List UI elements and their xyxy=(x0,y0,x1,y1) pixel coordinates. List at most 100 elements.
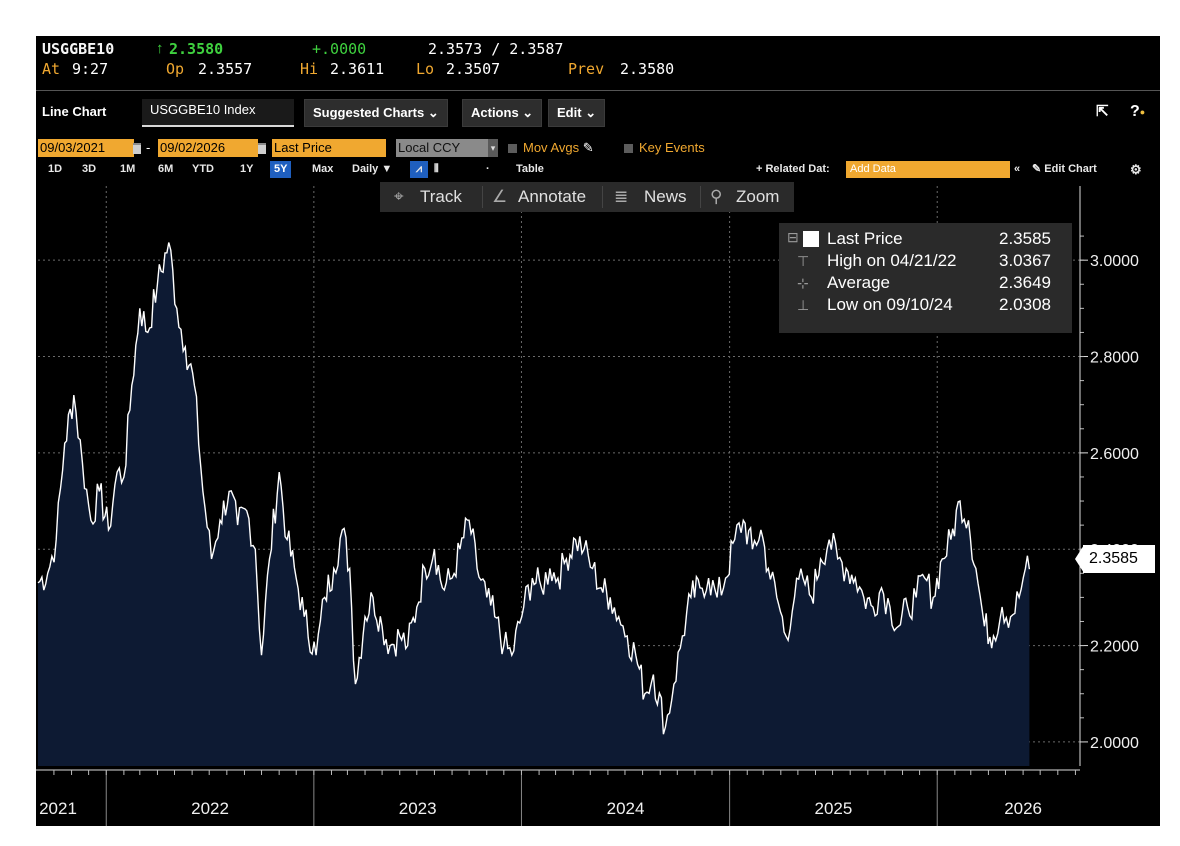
y-tick-label: 3.0000 xyxy=(1090,253,1139,270)
range-3d[interactable]: 3D xyxy=(82,163,97,175)
legend-last-value: 2.3585 xyxy=(999,229,1051,248)
x-tick-label: 2024 xyxy=(607,799,645,818)
chart-type-label[interactable]: Line Chart xyxy=(42,104,107,119)
net-change: +.0000 xyxy=(312,40,367,58)
pencil-icon: ✎ xyxy=(582,140,594,155)
index-security-field[interactable]: USGGBE10 Index xyxy=(142,99,294,127)
news-button[interactable]: News xyxy=(644,187,687,206)
line-chart-icon[interactable]: ⩘ xyxy=(410,161,428,178)
chart-legend: ⊟ Last Price 2.3585 ⊤ High on 04/21/22 3… xyxy=(779,223,1072,333)
currency-selector[interactable]: Local CCY xyxy=(396,139,490,157)
news-icon[interactable]: ≣ xyxy=(614,187,629,206)
edit-chart-button[interactable]: ✎ Edit Chart xyxy=(1032,163,1097,175)
bar-chart-icon[interactable]: ⫴ xyxy=(434,163,439,175)
low-value: 2.3507 xyxy=(446,60,501,78)
gear-icon[interactable]: ⚙ xyxy=(1130,162,1142,177)
range-1d[interactable]: 1D xyxy=(48,163,63,175)
annotate-button[interactable]: Annotate xyxy=(518,187,587,206)
checkbox-icon xyxy=(624,144,633,154)
range-1m[interactable]: 1M xyxy=(120,163,136,175)
export-icon[interactable]: ⇱ xyxy=(1096,103,1109,120)
ticker: USGGBE10 xyxy=(42,40,115,58)
checkbox-icon xyxy=(508,144,517,154)
legend-avg-label: Average xyxy=(827,273,891,292)
collapse-box-icon[interactable]: ⊟ xyxy=(787,229,799,245)
last-price-marker: 2.3585 xyxy=(1083,545,1155,573)
high-marker-icon: ⊤ xyxy=(797,253,810,269)
toolbar-separator xyxy=(602,186,603,208)
x-tick-label: 2021 xyxy=(39,799,77,818)
actions-label: Actions xyxy=(471,105,519,120)
field-selector[interactable]: Last Price xyxy=(272,139,386,157)
legend-low-label: Low on 09/10/24 xyxy=(827,295,953,314)
crosshair-icon[interactable]: ⌖ xyxy=(394,187,404,206)
legend-last-label: Last Price xyxy=(827,229,903,248)
table-button[interactable]: Table xyxy=(516,163,544,175)
range-1y[interactable]: 1Y xyxy=(240,163,254,175)
add-data-input[interactable]: Add Data xyxy=(846,161,1010,178)
suggested-charts-label: Suggested Charts xyxy=(313,105,425,120)
key-events-toggle[interactable]: Key Events xyxy=(624,139,705,157)
series-line-last-price xyxy=(37,242,1031,735)
average-marker-icon: ⊹ xyxy=(797,275,809,291)
chart-tools-bar: ⌖ Track ∠ Annotate ≣ News ⚲ Zoom xyxy=(380,182,794,212)
actions-button[interactable]: Actions ⌄ xyxy=(462,99,543,127)
edit-label: Edit xyxy=(557,105,582,120)
range-max[interactable]: Max xyxy=(312,163,334,175)
y-tick-label: 2.2000 xyxy=(1090,639,1139,656)
range-selector-row: 1D 3D 1M 6M YTD 1Y 5Y Max Daily ▼ ⩘ ⫴ · … xyxy=(36,161,1160,178)
quote-time: 9:27 xyxy=(72,60,109,78)
quote-header: USGGBE10 ↑ 2.3580 +.0000 2.3573 / 2.3587… xyxy=(36,36,1160,90)
bloomberg-chart-window: USGGBE10 ↑ 2.3580 +.0000 2.3573 / 2.3587… xyxy=(36,36,1160,826)
y-tick-label: 2.0000 xyxy=(1090,735,1139,752)
range-6m[interactable]: 6M xyxy=(158,163,174,175)
zoom-button[interactable]: Zoom xyxy=(736,187,780,206)
start-date-input[interactable]: 09/03/2021 xyxy=(38,139,134,157)
legend-low-value: 2.0308 xyxy=(999,295,1051,314)
calendar-icon[interactable] xyxy=(258,143,266,154)
chevron-down-icon: ⌄ xyxy=(427,105,439,120)
end-date-input[interactable]: 09/02/2026 xyxy=(158,139,258,157)
prev-label: Prev xyxy=(568,60,605,78)
x-tick-label: 2025 xyxy=(815,799,853,818)
legend-avg-value: 2.3649 xyxy=(999,273,1051,292)
last-price-pointer xyxy=(1075,545,1084,573)
mov-avgs-toggle[interactable]: Mov Avgs ✎ xyxy=(508,139,594,157)
bid-ask: 2.3573 / 2.3587 xyxy=(428,40,564,58)
zoom-icon[interactable]: ⚲ xyxy=(710,187,723,206)
x-tick-label: 2026 xyxy=(1004,799,1042,818)
high-label: Hi xyxy=(300,60,319,78)
last-price-swatch xyxy=(803,231,819,247)
chart-toolbar: Line Chart USGGBE10 Index Suggested Char… xyxy=(36,99,1160,127)
x-tick-label: 2023 xyxy=(399,799,437,818)
annotate-icon[interactable]: ∠ xyxy=(492,187,508,206)
prev-value: 2.3580 xyxy=(620,60,675,78)
chevron-down-icon: ⌄ xyxy=(585,105,597,120)
suggested-charts-button[interactable]: Suggested Charts ⌄ xyxy=(304,99,448,127)
legend-high-value: 3.0367 xyxy=(999,251,1051,270)
toolbar-separator xyxy=(482,186,483,208)
chevron-down-icon: ⌄ xyxy=(522,105,534,120)
legend-high-label: High on 04/21/22 xyxy=(827,251,957,270)
high-value: 2.3611 xyxy=(330,60,385,78)
edit-button[interactable]: Edit ⌄ xyxy=(548,99,606,127)
related-data-label: + Related Dat: xyxy=(756,163,830,175)
header-divider xyxy=(36,90,1160,91)
track-button[interactable]: Track xyxy=(420,187,462,206)
currency-dropdown-icon[interactable]: ▾ xyxy=(488,139,498,157)
range-5y[interactable]: 5Y xyxy=(270,161,292,178)
calendar-icon[interactable] xyxy=(133,143,141,154)
open-label: Op xyxy=(166,60,185,78)
key-events-label: Key Events xyxy=(639,140,705,155)
up-arrow-icon: ↑ xyxy=(156,40,164,57)
area-fill xyxy=(38,242,1030,766)
collapse-icon[interactable]: « xyxy=(1014,163,1021,175)
help-icon[interactable]: ?● xyxy=(1130,103,1146,120)
range-ytd[interactable]: YTD xyxy=(192,163,214,175)
low-marker-icon: ⊥ xyxy=(797,297,810,313)
dropdown-dot-icon[interactable]: · xyxy=(486,163,490,175)
date-range-row: 09/03/2021 - 09/02/2026 Last Price Local… xyxy=(36,139,1160,157)
period-selector[interactable]: Daily ▼ xyxy=(352,163,393,175)
mov-avgs-label: Mov Avgs xyxy=(523,140,580,155)
